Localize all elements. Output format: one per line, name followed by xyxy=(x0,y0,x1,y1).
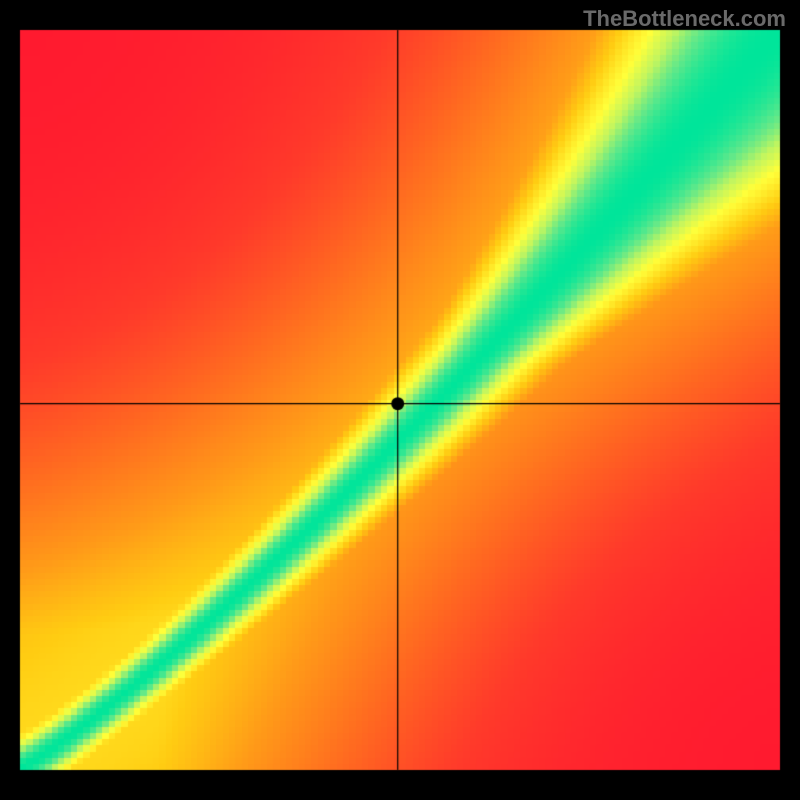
crosshair-overlay xyxy=(0,0,800,800)
watermark-text: TheBottleneck.com xyxy=(583,6,786,32)
bottleneck-chart: TheBottleneck.com xyxy=(0,0,800,800)
